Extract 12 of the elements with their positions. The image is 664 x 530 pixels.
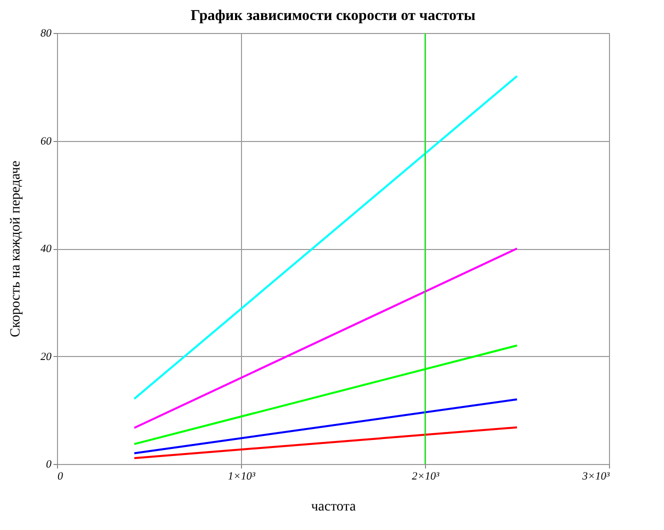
- chart-title: График зависимости скорости от частоты: [190, 8, 476, 24]
- y-tick-label: 60: [40, 135, 52, 148]
- x-tick-label: 0: [58, 470, 64, 482]
- x-tick-label: 1×10³: [228, 470, 256, 482]
- x-tick-label: 3×10³: [581, 470, 610, 482]
- x-tick-label: 2×10³: [412, 470, 440, 482]
- x-axis-title: частота: [311, 500, 357, 514]
- y-tick-label: 20: [40, 350, 52, 363]
- y-axis-title: Скорость на каждой передаче: [8, 160, 24, 338]
- y-tick-label: 0: [46, 458, 52, 470]
- y-tick-label: 40: [40, 243, 52, 255]
- y-tick-label: 80: [40, 28, 52, 40]
